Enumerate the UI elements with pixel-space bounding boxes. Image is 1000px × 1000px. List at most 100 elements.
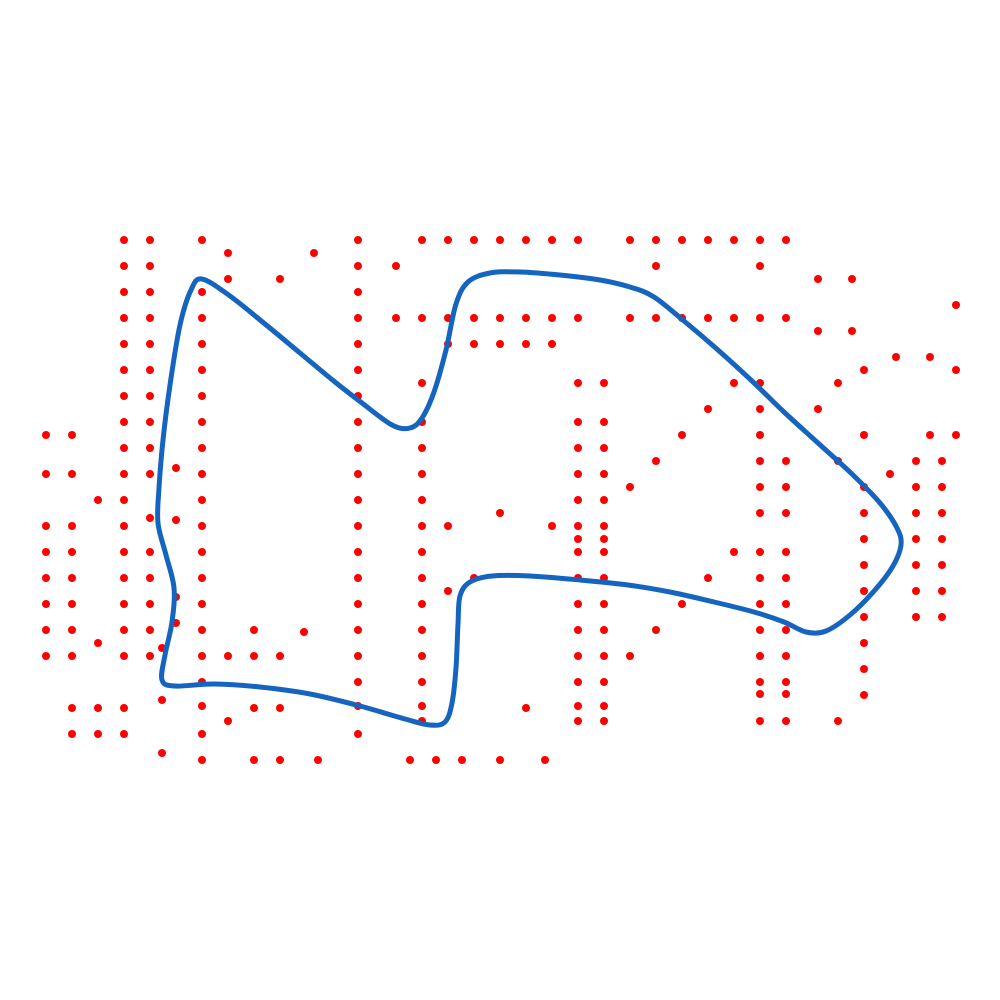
cone-point [354,496,362,504]
cone-point [68,431,76,439]
cone-point [704,236,712,244]
cone-point [120,314,128,322]
cone-point [782,574,790,582]
cone-point [146,600,154,608]
cone-point [120,262,128,270]
cone-point [458,756,466,764]
cone-point [444,522,452,530]
cone-point [600,702,608,710]
cone-point [600,522,608,530]
cone-point [300,628,308,636]
cone-point [704,314,712,322]
cone-point [42,626,50,634]
cone-point [418,548,426,556]
cone-point [224,717,232,725]
cone-point [354,262,362,270]
cone-point [406,756,414,764]
cone-point [704,405,712,413]
cone-point [892,353,900,361]
cone-point [120,600,128,608]
cone-point [158,749,166,757]
cone-point [146,574,154,582]
cone-point [418,652,426,660]
cone-point [224,275,232,283]
cone-point [574,444,582,452]
cone-point [782,457,790,465]
cone-point [782,236,790,244]
cone-point [574,522,582,530]
cone-point [354,314,362,322]
cone-point [146,366,154,374]
cone-point [120,288,128,296]
cone-point [860,665,868,673]
cone-point [848,327,856,335]
cone-point [938,613,946,621]
cone-point [120,366,128,374]
cone-point [120,444,128,452]
cone-point [574,379,582,387]
cone-point [600,600,608,608]
cone-point [652,457,660,465]
cone-point [938,483,946,491]
cone-point [198,496,206,504]
cone-point [418,236,426,244]
cone-point [354,652,362,660]
cone-point [782,652,790,660]
cone-point [198,652,206,660]
cone-point [120,652,128,660]
cone-point [94,704,102,712]
cone-point [146,236,154,244]
cone-point [756,600,764,608]
cone-point [120,340,128,348]
cone-point [392,262,400,270]
cone-point [756,548,764,556]
cone-point [68,574,76,582]
cone-point [548,314,556,322]
cone-point [522,314,530,322]
cone-point [860,639,868,647]
cone-point [354,236,362,244]
cone-point [496,509,504,517]
cone-point [120,704,128,712]
cone-point [120,522,128,530]
cone-point [574,418,582,426]
cone-point [94,496,102,504]
cone-point [756,431,764,439]
cone-point [68,470,76,478]
cone-point [276,275,284,283]
cone-point [574,652,582,660]
cone-point [418,444,426,452]
cone-point [172,464,180,472]
cone-point [198,626,206,634]
cone-point [354,600,362,608]
cone-point [496,340,504,348]
cone-point [120,496,128,504]
cone-point [814,327,822,335]
cone-point [198,470,206,478]
cone-point [782,717,790,725]
cone-point [730,236,738,244]
cone-point [704,574,712,582]
cone-point [952,431,960,439]
cone-point [860,366,868,374]
cone-point [756,509,764,517]
cone-point [860,561,868,569]
track-line [155,269,904,728]
cone-point [912,483,920,491]
cone-point [146,652,154,660]
cone-point [146,444,154,452]
cone-point [198,314,206,322]
cone-point [756,483,764,491]
cone-point [834,379,842,387]
cone-point [418,496,426,504]
cone-point [860,587,868,595]
cone-point [496,314,504,322]
cone-point [626,483,634,491]
cone-point [418,522,426,530]
cone-point [574,470,582,478]
cone-point [470,236,478,244]
cone-point [198,418,206,426]
cone-point [756,626,764,634]
cone-point [912,587,920,595]
cone-point [68,600,76,608]
